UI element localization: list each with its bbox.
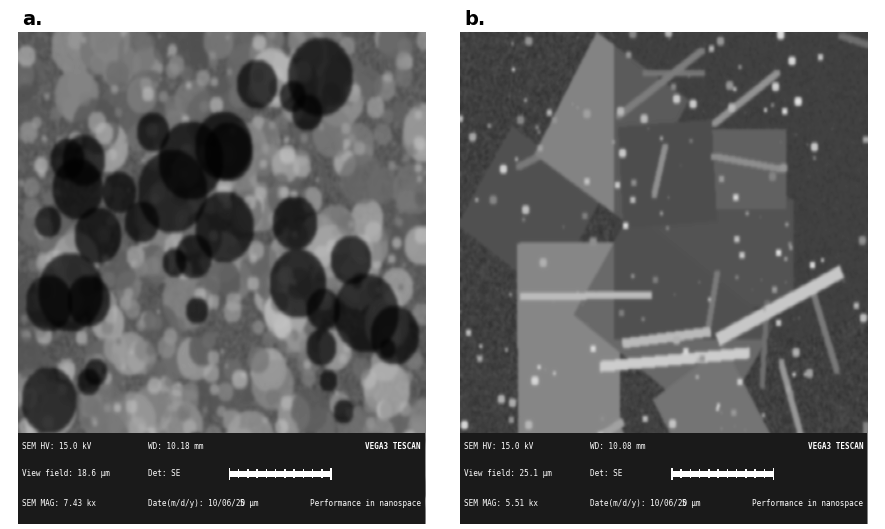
Text: VEGA3 TESCAN: VEGA3 TESCAN <box>808 442 863 451</box>
Text: WD: 10.18 mm: WD: 10.18 mm <box>148 442 204 451</box>
Bar <box>460 433 867 524</box>
Text: 5 μm: 5 μm <box>682 499 701 508</box>
Text: Det: SE: Det: SE <box>590 469 623 478</box>
Bar <box>303 469 304 478</box>
Bar <box>275 469 276 478</box>
Text: Performance in nanospace: Performance in nanospace <box>310 499 420 508</box>
Text: SEM HV: 15.0 kV: SEM HV: 15.0 kV <box>465 442 534 451</box>
Text: SEM MAG: 5.51 kx: SEM MAG: 5.51 kx <box>465 499 538 508</box>
Text: VEGA3 TESCAN: VEGA3 TESCAN <box>366 442 420 451</box>
Bar <box>671 468 673 480</box>
Bar <box>266 469 267 478</box>
Bar <box>681 469 682 478</box>
Text: WD: 10.08 mm: WD: 10.08 mm <box>590 442 646 451</box>
Text: View field: 25.1 μm: View field: 25.1 μm <box>465 469 552 478</box>
Text: Performance in nanospace: Performance in nanospace <box>752 499 863 508</box>
Bar <box>293 469 295 478</box>
Text: SEM HV: 15.0 kV: SEM HV: 15.0 kV <box>22 442 91 451</box>
Bar <box>745 469 747 478</box>
Bar <box>228 468 230 480</box>
Bar <box>754 469 756 478</box>
Bar <box>18 433 425 524</box>
Text: SEM MAG: 7.43 kx: SEM MAG: 7.43 kx <box>22 499 96 508</box>
Bar <box>229 471 331 477</box>
Bar <box>672 471 773 477</box>
Bar <box>330 468 332 480</box>
Text: b.: b. <box>465 10 486 29</box>
Bar <box>321 469 323 478</box>
Bar <box>247 469 249 478</box>
Bar <box>727 469 728 478</box>
Text: View field: 18.6 μm: View field: 18.6 μm <box>22 469 110 478</box>
Bar <box>284 469 286 478</box>
Text: a.: a. <box>22 10 42 29</box>
Text: 5 μm: 5 μm <box>240 499 258 508</box>
Bar <box>689 469 691 478</box>
Text: Date(m/d/y): 10/06/20: Date(m/d/y): 10/06/20 <box>148 499 245 508</box>
Bar <box>735 469 737 478</box>
Bar <box>773 468 774 480</box>
Bar <box>708 469 710 478</box>
Bar <box>699 469 700 478</box>
Bar <box>238 469 240 478</box>
Text: Date(m/d/y): 10/06/20: Date(m/d/y): 10/06/20 <box>590 499 688 508</box>
Bar <box>764 469 766 478</box>
Bar <box>312 469 313 478</box>
Bar <box>718 469 719 478</box>
Bar <box>257 469 258 478</box>
Text: Det: SE: Det: SE <box>148 469 181 478</box>
